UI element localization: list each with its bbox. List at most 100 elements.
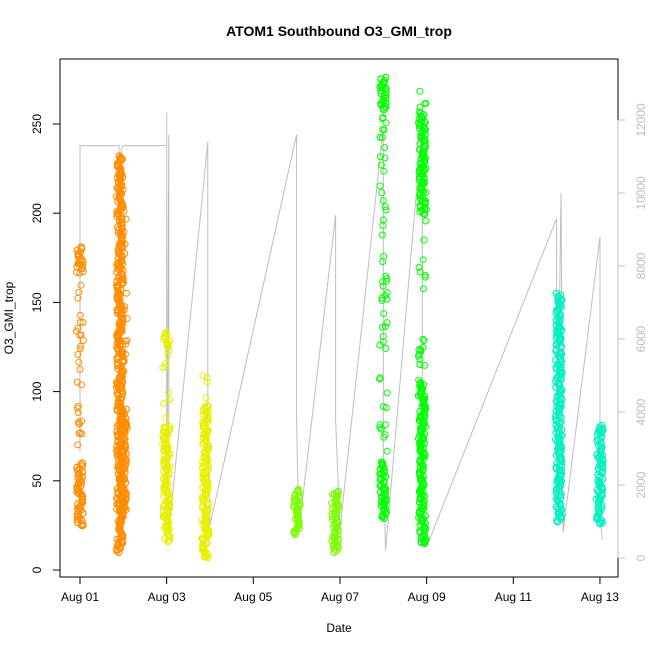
data-point	[76, 365, 84, 373]
x-tick-label: Aug 03	[148, 590, 186, 604]
data-point	[381, 73, 390, 82]
data-point	[115, 152, 124, 160]
data-point	[116, 153, 125, 162]
data-point	[377, 153, 384, 161]
y2-tick-label: 10000	[634, 176, 648, 210]
x-tick-label: Aug 11	[495, 590, 532, 604]
series-2	[290, 485, 343, 557]
data-point	[117, 416, 126, 424]
data-point	[552, 309, 561, 317]
data-point	[73, 515, 82, 524]
data-point	[420, 395, 429, 404]
data-point	[380, 310, 388, 318]
data-point	[380, 252, 388, 260]
data-point	[160, 332, 169, 340]
data-point	[79, 318, 87, 326]
data-point	[417, 383, 425, 392]
data-point	[75, 288, 83, 296]
data-point	[77, 281, 85, 289]
data-point	[121, 240, 129, 248]
data-point	[417, 436, 426, 445]
data-point	[119, 275, 127, 282]
data-point	[74, 409, 82, 416]
data-point	[379, 258, 387, 266]
data-point	[116, 156, 125, 165]
data-point	[161, 328, 170, 337]
y2-tick-label: 12000	[634, 103, 648, 137]
data-point	[415, 263, 423, 271]
data-point	[76, 331, 84, 339]
data-point	[416, 87, 424, 95]
data-point	[419, 285, 427, 293]
data-point	[379, 333, 387, 340]
data-point	[290, 495, 299, 503]
data-point	[164, 352, 172, 360]
data-point	[595, 423, 604, 431]
data-point	[75, 358, 83, 366]
data-point	[379, 114, 387, 121]
data-point	[120, 228, 128, 236]
data-point	[164, 347, 172, 355]
data-point	[383, 319, 391, 327]
data-point	[378, 323, 386, 331]
data-point	[291, 530, 300, 539]
data-point	[376, 341, 384, 349]
data-point	[378, 189, 386, 197]
data-point	[334, 518, 342, 527]
data-point	[330, 509, 339, 518]
data-point	[421, 512, 430, 520]
data-point	[556, 291, 565, 299]
data-point	[119, 320, 127, 328]
data-point	[166, 395, 174, 403]
y-tick-label: 0	[30, 566, 44, 573]
data-point	[119, 340, 127, 348]
data-point	[116, 381, 124, 389]
data-point	[75, 429, 83, 437]
data-point	[383, 447, 391, 455]
data-point	[378, 134, 386, 141]
data-point	[165, 388, 173, 396]
x-tick-label: Aug 09	[408, 590, 446, 604]
data-point	[76, 269, 84, 277]
data-point	[419, 397, 428, 405]
data-point	[377, 75, 385, 84]
data-point	[116, 258, 124, 266]
data-point	[163, 330, 171, 338]
y-tick-label: 250	[30, 114, 44, 134]
data-point	[160, 423, 169, 432]
data-point	[123, 289, 130, 297]
data-point	[379, 197, 387, 204]
data-point	[76, 311, 84, 319]
data-point	[117, 324, 125, 332]
data-point	[382, 345, 390, 352]
data-point	[120, 306, 128, 314]
data-point	[160, 459, 169, 468]
data-point	[78, 459, 87, 467]
data-point	[421, 361, 429, 369]
data-point	[122, 340, 130, 348]
data-point	[78, 381, 85, 389]
data-point	[381, 494, 390, 503]
data-point	[415, 346, 423, 353]
data-point	[77, 342, 85, 350]
data-point	[199, 533, 207, 542]
data-point	[203, 374, 211, 382]
data-point	[417, 132, 426, 140]
data-point	[420, 236, 428, 244]
data-point	[381, 154, 389, 162]
data-point	[416, 268, 424, 276]
data-point	[78, 520, 87, 528]
data-point	[416, 194, 425, 202]
data-point	[379, 216, 387, 224]
data-point	[73, 262, 81, 271]
data-point	[162, 414, 170, 422]
data-point	[334, 535, 343, 544]
x-tick-label: Aug 05	[234, 590, 272, 604]
data-point	[422, 99, 430, 107]
x-tick-label: Aug 07	[321, 590, 359, 604]
data-point	[75, 420, 83, 428]
data-point	[162, 360, 170, 367]
data-point	[416, 510, 425, 519]
data-point	[381, 144, 389, 152]
axes-layer: 0 50 100 150 200 250 0 2000 4000 6000 8000 10000 120…	[30, 103, 648, 604]
